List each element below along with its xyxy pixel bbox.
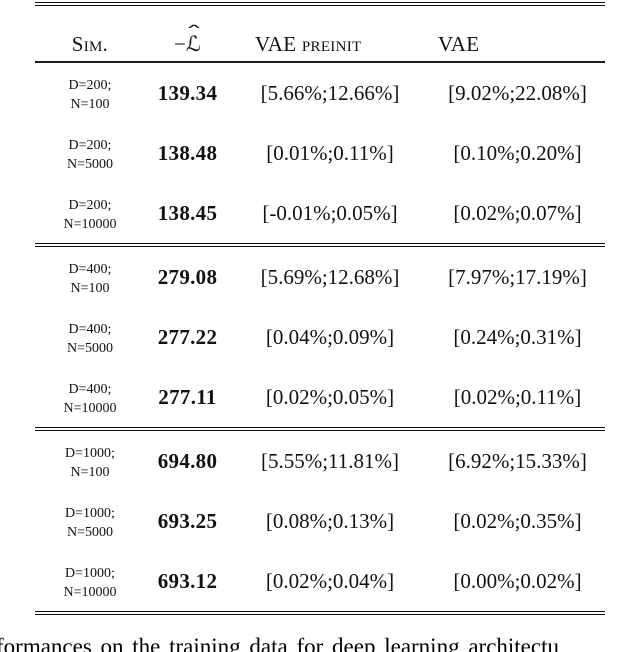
sim-cell: D=200; N=5000 — [35, 123, 145, 183]
table-top-rule — [35, 2, 605, 6]
vae-cell: [9.02%;22.08%] — [448, 80, 587, 105]
header-rule — [35, 61, 605, 63]
table-caption-fragment: formances on the training data for deep … — [0, 634, 559, 652]
vae-cell: [0.10%;0.20%] — [453, 140, 582, 165]
nll-cell: 693.25 — [157, 508, 218, 533]
vae-preinit-cell: [0.01%;0.11%] — [266, 140, 394, 165]
column-header-vae-preinit: VAE preinit — [230, 6, 430, 61]
sim-cell: D=400; N=5000 — [35, 307, 145, 367]
sim-label: D=1000; N=5000 — [65, 500, 115, 541]
negative-loglik-symbol: −ℒ ˆ — [174, 22, 204, 56]
column-header-sim: Sim. — [35, 6, 145, 61]
vae-cell: [7.97%;17.19%] — [448, 264, 587, 289]
vae-preinit-cell: [0.02%;0.04%] — [265, 568, 395, 593]
column-header-vae: VAE — [430, 6, 605, 61]
hat-accent: ˆ — [184, 22, 204, 44]
nll-cell: 277.22 — [157, 324, 218, 349]
vae-preinit-cell: [5.69%;12.68%] — [260, 264, 400, 289]
table-bottom-rule — [35, 611, 605, 615]
vae-cell: [0.00%;0.02%] — [453, 568, 582, 593]
sim-cell: D=1000; N=10000 — [35, 551, 145, 611]
sim-label: D=200; N=10000 — [63, 192, 117, 233]
sim-label: D=1000; N=100 — [65, 440, 115, 481]
vae-cell: [0.24%;0.31%] — [453, 324, 582, 349]
nll-cell: 279.08 — [157, 264, 218, 289]
vae-preinit-cell: [-0.01%;0.05%] — [262, 200, 398, 225]
sim-label: D=1000; N=10000 — [63, 560, 117, 601]
nll-cell: 694.80 — [157, 448, 218, 473]
column-header-vae-label: VAE — [438, 32, 480, 56]
column-header-vae-preinit-label: VAE preinit — [255, 32, 362, 56]
sim-cell: D=1000; N=5000 — [35, 491, 145, 551]
vae-cell: [6.92%;15.33%] — [448, 448, 587, 473]
sim-label: D=400; N=5000 — [66, 316, 113, 357]
nll-cell: 693.12 — [157, 568, 218, 593]
sim-label: D=400; N=100 — [68, 256, 112, 297]
vae-preinit-cell: [0.04%;0.09%] — [265, 324, 395, 349]
sim-label: D=200; N=100 — [68, 72, 112, 113]
nll-cell: 139.34 — [157, 80, 218, 105]
sim-label: D=400; N=10000 — [63, 376, 117, 417]
sim-cell: D=200; N=10000 — [35, 183, 145, 243]
column-header-nll: −ℒ ˆ — [145, 6, 230, 61]
nll-cell: 138.48 — [157, 140, 218, 165]
vae-preinit-cell: [0.08%;0.13%] — [265, 508, 395, 533]
nll-cell: 138.45 — [157, 200, 218, 225]
vae-preinit-cell: [5.66%;12.66%] — [260, 80, 400, 105]
section-rule — [35, 243, 605, 247]
vae-cell: [0.02%;0.11%] — [453, 384, 582, 409]
vae-cell: [0.02%;0.07%] — [453, 200, 582, 225]
sim-cell: D=400; N=10000 — [35, 367, 145, 427]
sim-cell: D=1000; N=100 — [35, 431, 145, 491]
column-header-sim-label: Sim. — [71, 32, 109, 56]
vae-cell: [0.02%;0.35%] — [453, 508, 582, 533]
nll-cell: 277.11 — [158, 384, 217, 409]
vae-preinit-cell: [5.55%;11.81%] — [260, 448, 400, 473]
results-table: Sim. −ℒ ˆ VAE preinit VAE D=200; N=100 139… — [35, 2, 605, 615]
sim-cell: D=400; N=100 — [35, 247, 145, 307]
sim-cell: D=200; N=100 — [35, 63, 145, 123]
vae-preinit-cell: [0.02%;0.05%] — [265, 384, 395, 409]
sim-label: D=200; N=5000 — [66, 132, 113, 173]
section-rule — [35, 427, 605, 431]
